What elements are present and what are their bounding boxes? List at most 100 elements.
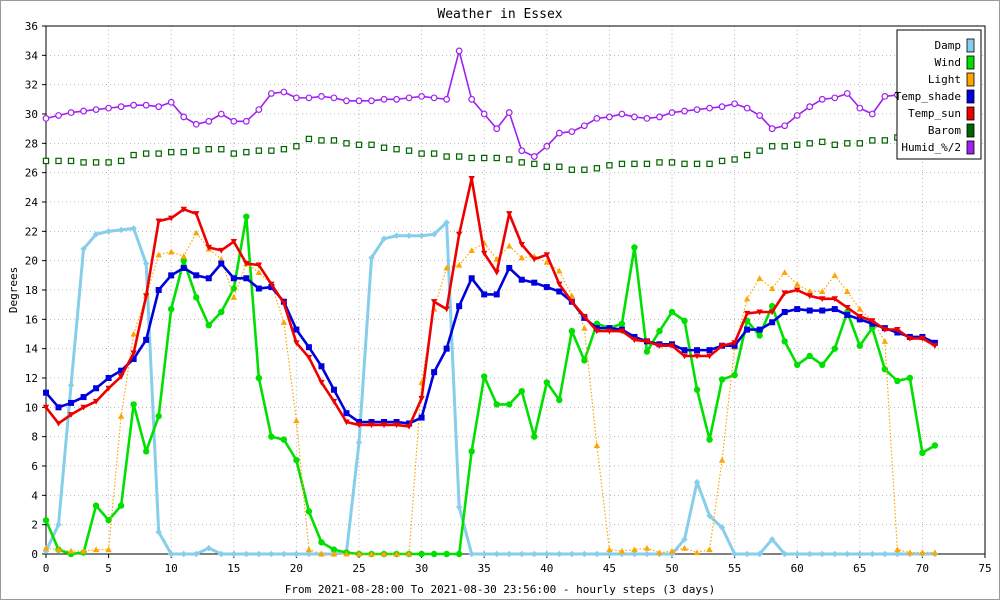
point-temp-shade [218,260,225,267]
point-humid-2 [42,114,50,122]
point-barom [768,143,776,150]
point-temp-shade [305,344,312,351]
point-wind [468,448,475,455]
point-temp-shade [443,345,450,352]
point-temp-shade [343,410,350,417]
point-temp-sun [806,293,813,300]
point-wind [443,550,450,558]
point-temp-shade [143,336,150,343]
point-humid-2 [731,100,738,108]
point-temp-sun [869,318,876,324]
series-line-temp-shade [45,262,936,425]
x-tick-label: 55 [728,562,741,575]
point-temp-sun [906,335,914,342]
point-damp [531,550,538,558]
point-barom [430,150,438,157]
point-humid-2 [631,113,638,121]
point-humid-2 [130,101,138,109]
point-barom [67,157,75,165]
point-temp-sun [781,290,788,297]
point-humid-2 [280,88,288,96]
point-humid-2 [756,112,764,119]
point-humid-2 [580,122,588,130]
point-barom [643,160,651,168]
point-wind [455,550,463,558]
point-temp-shade [631,333,638,340]
point-light [80,547,87,554]
point-damp [606,550,613,558]
point-barom [168,148,175,156]
point-barom [593,165,601,172]
point-humid-2 [781,122,789,130]
point-temp-sun [443,306,450,313]
point-humid-2 [718,103,726,111]
point-temp-sun [556,281,563,288]
point-damp [268,550,275,558]
point-temp-shade [418,414,425,421]
point-light [330,550,338,557]
series-light [42,229,939,557]
point-humid-2 [881,92,889,100]
series-line-wind [44,215,936,556]
y-tick-label: 22 [25,225,38,238]
point-temp-sun [293,340,300,346]
point-light [305,546,313,553]
point-barom [681,160,688,168]
point-temp-shade [681,347,688,354]
point-temp-shade [431,369,438,376]
point-damp [255,550,263,558]
point-temp-sun [656,343,663,349]
point-wind [643,348,651,355]
point-light [706,546,713,553]
x-tick-label: 20 [290,562,303,575]
y-tick-label: 0 [31,548,38,561]
point-barom [668,159,676,166]
point-wind [205,322,212,329]
point-wind [330,546,338,553]
point-damp [543,550,550,558]
point-damp [218,550,225,558]
point-humid-2 [67,109,75,116]
point-humid-2 [242,117,250,125]
point-temp-shade [706,347,713,354]
point-temp-sun [255,262,263,269]
point-temp-sun [581,313,588,320]
point-temp-shade [381,419,388,425]
point-light [656,549,663,556]
point-light [443,264,450,271]
point-damp [643,550,651,558]
point-humid-2 [380,95,388,103]
point-damp [831,550,838,558]
point-barom [831,141,838,148]
point-barom [418,150,425,157]
point-damp [468,550,475,558]
point-damp [130,225,137,232]
point-damp [718,524,726,531]
point-temp-sun [42,404,50,411]
point-temp-sun [180,206,187,213]
point-humid-2 [568,128,576,136]
point-humid-2 [681,107,688,115]
x-tick-label: 65 [853,562,866,575]
x-tick-label: 50 [665,562,678,575]
point-light [67,547,75,554]
point-light [92,546,100,553]
point-damp [305,550,313,558]
point-temp-sun [268,281,275,288]
series-line-humid-2 [45,50,935,158]
point-temp-sun [80,404,87,411]
point-barom [756,147,763,154]
point-light [931,549,939,556]
point-temp-sun [643,338,651,345]
point-temp-shade [769,319,776,326]
point-damp [280,550,288,558]
point-humid-2 [92,106,100,113]
point-light [856,305,863,312]
point-damp [243,550,250,558]
point-barom [155,150,162,157]
point-damp [693,478,701,486]
point-temp-shade [456,303,463,310]
point-wind [117,502,125,509]
point-barom [844,140,851,147]
y-tick-label: 14 [25,343,39,356]
